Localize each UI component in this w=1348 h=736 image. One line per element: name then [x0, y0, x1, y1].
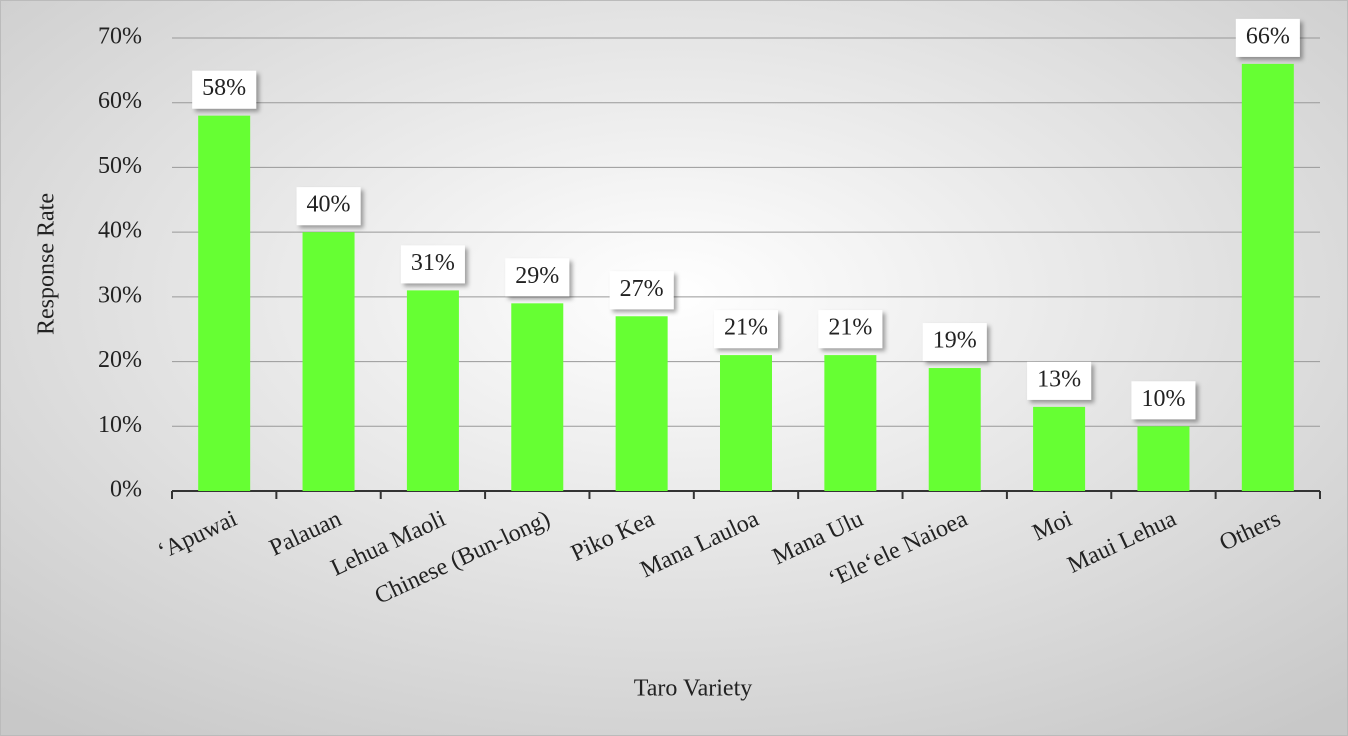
value-label: 10%: [1141, 386, 1185, 412]
value-label: 40%: [307, 192, 351, 218]
bar: [928, 368, 981, 491]
y-tick-label: 70%: [98, 24, 142, 50]
bar: [198, 115, 251, 492]
y-tick-label: 30%: [98, 282, 142, 308]
bar: [511, 303, 564, 491]
bar: [1137, 426, 1190, 491]
y-tick-label: 20%: [98, 347, 142, 373]
y-tick-label: 0%: [110, 477, 142, 503]
value-label: 13%: [1037, 366, 1081, 392]
value-label-box: [400, 245, 465, 284]
bar: [1033, 406, 1086, 491]
value-label-box: [714, 310, 778, 349]
value-label-box: [505, 258, 570, 297]
value-label: 58%: [202, 75, 246, 101]
value-label-box: [609, 271, 674, 310]
bar: [824, 355, 877, 491]
value-label-box: [818, 310, 883, 349]
y-axis-title: Response Rate: [34, 193, 60, 335]
value-label: 66%: [1246, 23, 1290, 49]
y-tick-label: 10%: [98, 412, 142, 438]
value-label-box: [922, 323, 987, 362]
value-label: 29%: [515, 263, 559, 289]
value-label: 31%: [411, 250, 455, 276]
value-label: 19%: [933, 328, 977, 354]
y-tick-label: 50%: [98, 153, 142, 179]
bar: [720, 355, 772, 491]
value-label-box: [1131, 381, 1196, 420]
y-tick-label: 40%: [98, 218, 142, 244]
value-label: 27%: [620, 276, 664, 302]
value-label-box: [1235, 18, 1300, 57]
value-label-box: [192, 70, 257, 109]
value-label: 21%: [724, 315, 768, 341]
value-label-box: [296, 187, 361, 226]
y-tick-label: 60%: [98, 88, 142, 114]
bar: [615, 316, 668, 491]
bar: [406, 290, 459, 491]
bar: [1241, 63, 1294, 492]
value-label-box: [1027, 361, 1092, 400]
value-label: 21%: [828, 315, 872, 341]
bar: [302, 232, 355, 491]
x-axis-title: Taro Variety: [634, 676, 753, 702]
